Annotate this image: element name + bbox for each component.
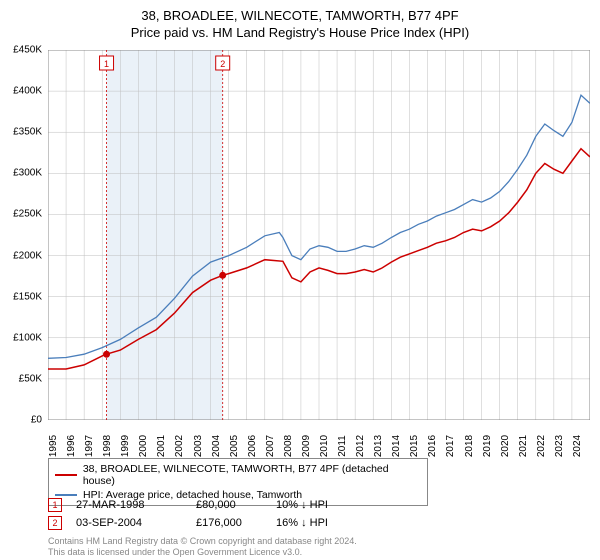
x-tick-label: 2009 [301,435,312,457]
y-tick-label: £200K [13,250,42,261]
svg-text:1: 1 [104,59,109,69]
x-tick-label: 2011 [337,435,348,457]
sales-table: 1 27-MAR-1998£80,00010% ↓ HPI 2 03-SEP-2004… [48,498,376,534]
sale-row: 2 03-SEP-2004£176,00016% ↓ HPI [48,516,376,530]
legend-label: 38, BROADLEE, WILNECOTE, TAMWORTH, B77 4… [83,463,421,487]
x-tick-label: 2019 [482,435,493,457]
x-tick-label: 2013 [373,435,384,457]
x-tick-label: 2021 [518,435,529,457]
x-tick-label: 2010 [319,435,330,457]
x-tick-label: 2007 [265,435,276,457]
sale-price: £176,000 [196,517,276,529]
chart-svg: 12 [48,50,590,420]
legend-swatch [55,494,77,496]
y-tick-label: £100K [13,332,42,343]
y-tick-label: £350K [13,127,42,138]
y-tick-label: £300K [13,168,42,179]
title-block: 38, BROADLEE, WILNECOTE, TAMWORTH, B77 4… [0,0,600,40]
x-tick-label: 2004 [211,435,222,457]
footer: Contains HM Land Registry data © Crown c… [48,536,357,558]
y-tick-label: £250K [13,209,42,220]
x-tick-label: 1996 [66,435,77,457]
sale-badge: 1 [48,498,62,512]
sale-badge: 2 [48,516,62,530]
chart-subtitle: Price paid vs. HM Land Registry's House … [0,25,600,40]
legend-swatch [55,474,77,476]
x-tick-label: 1998 [102,435,113,457]
x-axis: 1995199619971998199920002001200220032004… [48,422,590,452]
x-tick-label: 2020 [500,435,511,457]
y-tick-label: £150K [13,291,42,302]
x-tick-label: 2000 [138,435,149,457]
sale-pct: 10% ↓ HPI [276,499,376,511]
y-axis: £0£50K£100K£150K£200K£250K£300K£350K£400… [0,50,44,420]
footer-line2: This data is licensed under the Open Gov… [48,547,357,558]
x-tick-label: 1997 [84,435,95,457]
sale-price: £80,000 [196,499,276,511]
chart-container: 38, BROADLEE, WILNECOTE, TAMWORTH, B77 4… [0,0,600,560]
sale-row: 1 27-MAR-1998£80,00010% ↓ HPI [48,498,376,512]
x-tick-label: 1999 [120,435,131,457]
x-tick-label: 2001 [156,435,167,457]
x-tick-label: 2018 [464,435,475,457]
x-tick-label: 2022 [536,435,547,457]
legend-item: 38, BROADLEE, WILNECOTE, TAMWORTH, B77 4… [55,462,421,488]
sale-date: 03-SEP-2004 [76,517,196,529]
sale-pct: 16% ↓ HPI [276,517,376,529]
y-tick-label: £50K [19,373,42,384]
sale-date: 27-MAR-1998 [76,499,196,511]
x-tick-label: 2017 [445,435,456,457]
x-tick-label: 2006 [247,435,258,457]
x-tick-label: 2003 [193,435,204,457]
x-tick-label: 2015 [409,435,420,457]
svg-text:2: 2 [220,59,225,69]
chart-title: 38, BROADLEE, WILNECOTE, TAMWORTH, B77 4… [0,8,600,23]
x-tick-label: 2008 [283,435,294,457]
plot-area: 12 [48,50,590,420]
x-tick-label: 2012 [355,435,366,457]
y-tick-label: £0 [31,415,42,426]
x-tick-label: 2002 [174,435,185,457]
y-tick-label: £400K [13,86,42,97]
y-tick-label: £450K [13,45,42,56]
x-tick-label: 2024 [572,435,583,457]
footer-line1: Contains HM Land Registry data © Crown c… [48,536,357,547]
x-tick-label: 2016 [427,435,438,457]
x-tick-label: 2023 [554,435,565,457]
x-tick-label: 2005 [229,435,240,457]
x-tick-label: 1995 [48,435,59,457]
x-tick-label: 2014 [391,435,402,457]
